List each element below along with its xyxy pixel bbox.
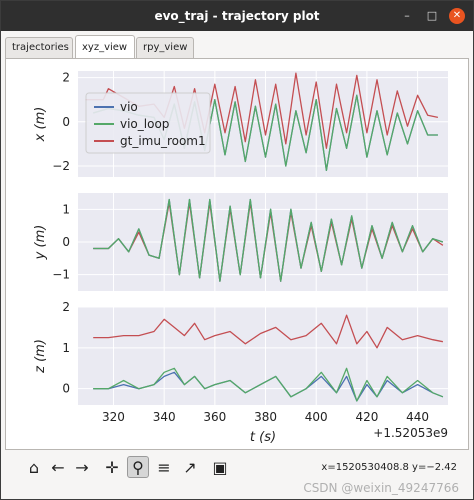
y-tick-label: −1 — [52, 268, 70, 282]
x-tick-label: 380 — [254, 410, 277, 424]
x-offset-label: +1.52053e9 — [373, 426, 448, 440]
pan-move-icon[interactable]: ✛ — [105, 457, 119, 477]
x-tick-label: 320 — [102, 410, 125, 424]
minimize-icon[interactable]: – — [404, 9, 410, 22]
y-tick-label: 1 — [62, 341, 70, 355]
forward-arrow-icon[interactable]: → — [75, 457, 89, 477]
y-tick-label: 1 — [62, 202, 70, 216]
series-line-gt-imu-room1 — [93, 314, 444, 349]
plot-area-2 — [78, 307, 448, 405]
legend-box — [85, 92, 211, 154]
close-icon[interactable]: ✕ — [449, 8, 465, 24]
tab-trajectories[interactable]: trajectories — [5, 37, 73, 59]
watermark: CSDN @weixin_49247766 — [303, 481, 459, 495]
legend-entry: vio — [120, 100, 138, 114]
home-icon[interactable]: ⌂ — [28, 457, 40, 477]
window-title: evo_traj - trajectory plot — [154, 9, 320, 23]
y-axis-label: z (m) — [33, 339, 48, 374]
legend-entry: vio_loop — [120, 117, 169, 131]
y-tick-label: 0 — [62, 235, 70, 249]
plot-canvas[interactable]: 2 0 −2 x (m) vio vio_loop gt_imu_room1 1 0 −1 y (m… — [5, 58, 469, 450]
tab-xyz-view[interactable]: xyz_view — [75, 35, 135, 59]
x-tick-label: 360 — [203, 410, 226, 424]
y-axis-label: y (m) — [33, 225, 48, 261]
edit-axes-icon[interactable]: ↗ — [183, 457, 197, 477]
series-line-vio-loop — [93, 367, 444, 402]
y-tick-label: 2 — [62, 300, 70, 314]
y-axis-label: x (m) — [33, 107, 48, 143]
x-tick-label: 340 — [153, 410, 176, 424]
x-tick-label: 440 — [406, 410, 429, 424]
y-tick-label: 0 — [62, 382, 70, 396]
save-floppy-icon[interactable]: ▣ — [212, 457, 228, 477]
y-tick-label: 0 — [62, 115, 70, 129]
y-tick-label: −2 — [52, 159, 70, 173]
xyz-figure: 2 0 −2 x (m) vio vio_loop gt_imu_room1 1 0 −1 y (m… — [33, 71, 448, 445]
x-tick-label: 400 — [305, 410, 328, 424]
title-bar[interactable]: evo_traj - trajectory plot – □ ✕ — [1, 1, 473, 31]
subplots-config-icon[interactable]: ≡ — [157, 457, 171, 477]
back-arrow-icon[interactable]: ← — [51, 457, 65, 477]
y-tick-label: 2 — [62, 71, 70, 85]
maximize-icon[interactable]: □ — [426, 9, 438, 22]
series-line-vio-loop — [93, 198, 444, 282]
legend-entry: gt_imu_room1 — [120, 134, 206, 148]
cursor-coordinates: x=1520530408.8 y=−2.42 — [321, 462, 457, 473]
tab-rpy-view[interactable]: rpy_view — [136, 37, 194, 59]
plot-toolbar: ⌂ ← → ✛ ⚲ ≡ ↗ ▣ — [1, 453, 473, 483]
x-axis-label: t (s) — [250, 430, 276, 445]
x-tick-label: 420 — [355, 410, 378, 424]
zoom-magnifier-icon[interactable]: ⚲ — [127, 456, 149, 478]
